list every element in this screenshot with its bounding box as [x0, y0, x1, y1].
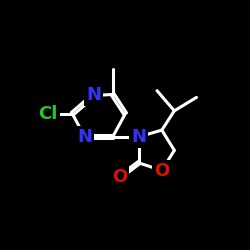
Text: N: N [131, 128, 146, 146]
Text: O: O [154, 162, 170, 180]
Text: N: N [77, 128, 92, 146]
Text: Cl: Cl [38, 105, 58, 123]
Text: O: O [112, 168, 127, 186]
Text: N: N [86, 86, 101, 104]
